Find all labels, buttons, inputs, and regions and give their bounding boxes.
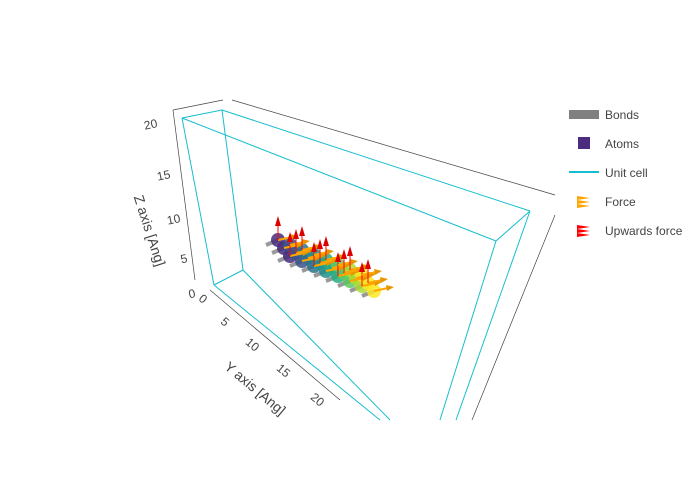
upwards-force-cone <box>317 239 323 249</box>
legend-item-upwards-force[interactable]: Upwards force <box>577 224 683 238</box>
molecule <box>265 216 394 298</box>
z-axis-label: Z axis [Ang] <box>131 193 169 268</box>
y-tick: 20 <box>308 390 327 410</box>
upwards-force-cone <box>347 246 353 256</box>
y-axis: 0 5 10 15 20 Y axis [Ang] <box>196 291 327 418</box>
legend-label: Unit cell <box>605 166 648 180</box>
atoms-swatch <box>578 137 590 149</box>
upwards-force-cone <box>359 262 365 272</box>
upwards-force-cone <box>335 252 341 262</box>
upwards-force-cone <box>275 216 281 226</box>
z-tick: 10 <box>166 211 182 228</box>
y-tick: 5 <box>218 314 232 329</box>
upwards-force-cone <box>365 259 371 269</box>
upwards-force-cone <box>299 226 305 236</box>
axis-frame <box>172 99 556 421</box>
force-cone <box>380 277 388 283</box>
force-cone <box>386 285 394 291</box>
force-arrow <box>361 271 377 276</box>
force-arrow <box>337 272 353 277</box>
upwards-force-cone <box>311 242 317 252</box>
upwards-force-cone <box>341 249 347 259</box>
force-arrow <box>361 282 377 287</box>
legend-item-force[interactable]: Force <box>577 195 636 209</box>
y-tick: 0 <box>196 291 210 306</box>
unit-cell <box>181 109 531 421</box>
force-arrow <box>295 249 311 254</box>
upwards-force-cone <box>323 236 329 246</box>
force-arrow <box>319 259 335 264</box>
z-tick: 0 <box>187 286 197 301</box>
legend-label: Atoms <box>605 137 639 151</box>
force-cone <box>350 259 358 265</box>
z-tick: 5 <box>179 251 189 266</box>
y-tick: 10 <box>243 335 262 355</box>
force-arrow <box>313 262 329 267</box>
legend-label: Force <box>605 195 636 209</box>
legend: Bonds Atoms Unit cell Force Upwards forc… <box>569 108 683 238</box>
upwards-force-cone <box>287 232 293 242</box>
upwards-force-cone <box>293 229 299 239</box>
z-tick: 20 <box>143 116 159 133</box>
force-arrow <box>289 252 305 257</box>
legend-label: Upwards force <box>605 224 683 238</box>
legend-label: Bonds <box>605 108 639 122</box>
y-tick: 15 <box>274 361 293 381</box>
force-arrow <box>343 269 359 274</box>
upwards-force-cone-icon <box>577 225 590 237</box>
legend-item-atoms[interactable]: Atoms <box>578 137 639 151</box>
force-cone <box>326 249 334 255</box>
force-cone-icon <box>577 196 590 208</box>
bonds-swatch <box>569 110 599 119</box>
legend-item-bonds[interactable]: Bonds <box>569 108 639 122</box>
force-arrow <box>367 279 383 284</box>
force-cone <box>302 239 310 245</box>
z-tick: 15 <box>156 167 172 184</box>
force-cone <box>374 269 382 275</box>
legend-item-unit-cell[interactable]: Unit cell <box>569 166 648 180</box>
force-arrow <box>373 287 389 292</box>
